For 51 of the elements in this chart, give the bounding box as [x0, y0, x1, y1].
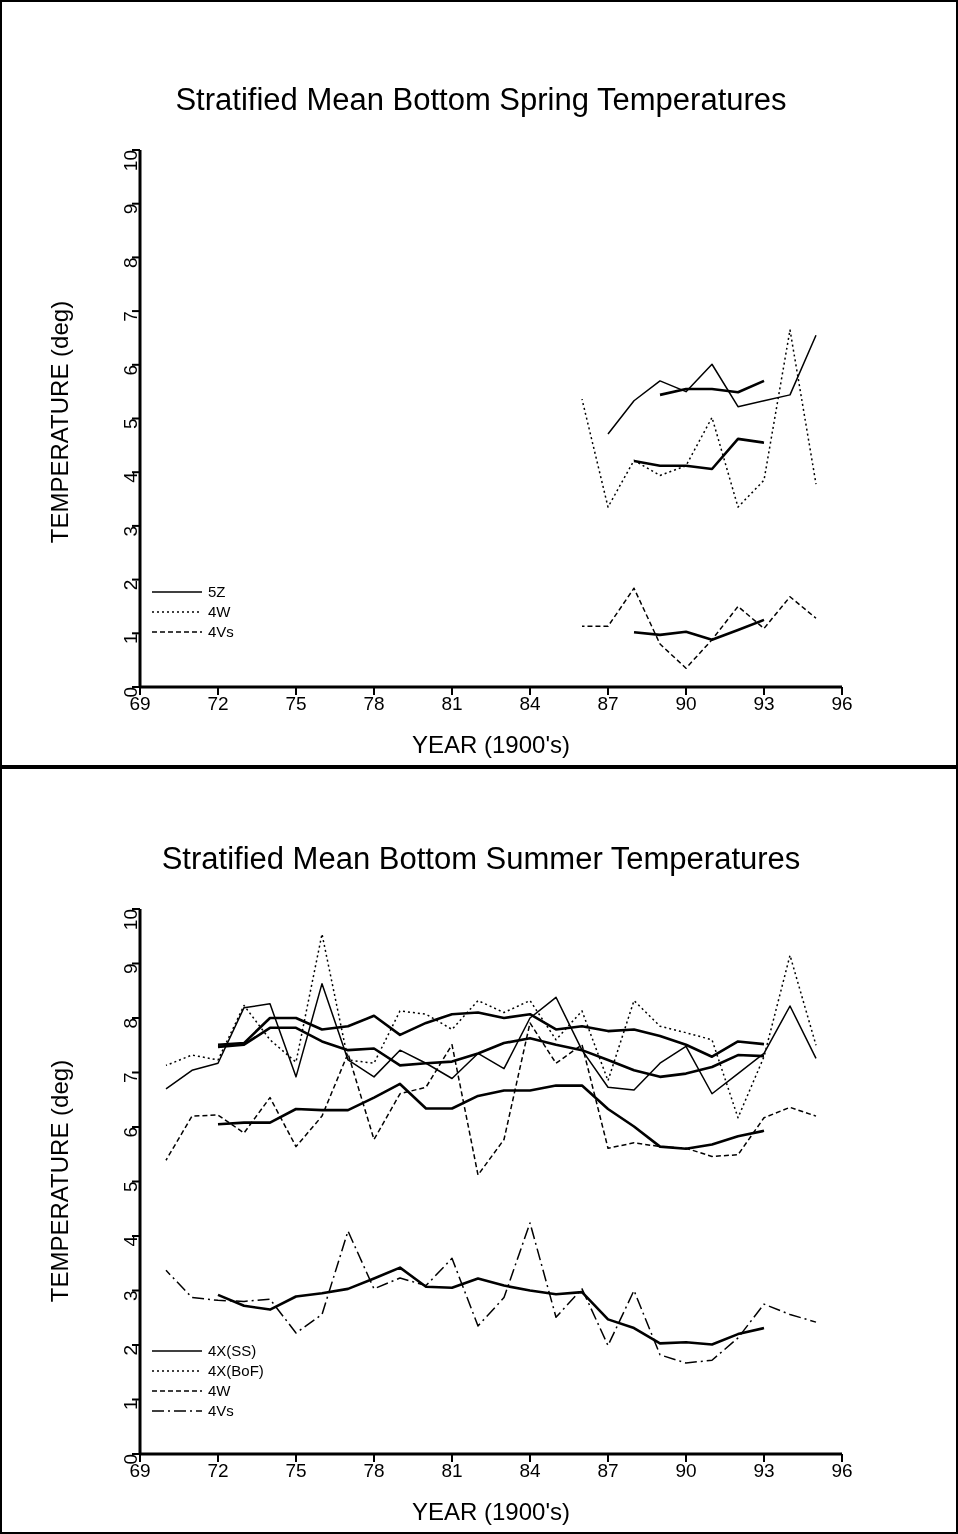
x-tick-label: 96: [831, 693, 853, 715]
y-tick-label: 6: [119, 1127, 141, 1138]
x-tick-label: 84: [519, 1460, 541, 1482]
x-tick-label: 84: [519, 693, 541, 715]
x-axis-title: YEAR (1900's): [412, 1498, 570, 1525]
y-tick-label: 5: [119, 1181, 141, 1193]
legend-label: 4W: [208, 603, 231, 620]
y-tick-label: 6: [119, 364, 141, 376]
x-tick-label: 72: [207, 1460, 229, 1482]
y-tick-label: 1: [119, 633, 141, 644]
x-tick-label: 87: [597, 693, 619, 715]
x-tick-label: 87: [597, 1460, 619, 1482]
x-tick-label: 78: [363, 1460, 385, 1482]
y-tick-label: 7: [119, 1072, 141, 1084]
y-tick-label: 10: [119, 909, 141, 931]
y-tick-label: 4: [119, 1235, 141, 1247]
y-tick-label: 4: [119, 471, 141, 483]
x-tick-label: 81: [441, 1460, 463, 1482]
x-axis-title: YEAR (1900's): [412, 731, 570, 758]
y-tick-label: 3: [119, 1290, 141, 1302]
y-axis-title: TEMPERATURE (deg): [46, 1059, 74, 1303]
y-tick-label: 9: [119, 963, 141, 975]
x-tick-label: 96: [831, 1460, 853, 1482]
y-tick-label: 8: [119, 257, 141, 268]
x-tick-label: 93: [753, 1460, 775, 1482]
chart-title: Stratified Mean Bottom Summer Temperatures: [160, 841, 802, 877]
x-tick-label: 90: [675, 693, 697, 715]
x-tick-label: 90: [675, 1460, 697, 1482]
y-tick-label: 7: [119, 311, 141, 322]
y-tick-label: 3: [119, 525, 141, 537]
legend-label: 4Vs: [208, 1402, 234, 1419]
y-axis-title: TEMPERATURE (deg): [46, 300, 74, 544]
y-tick-label: 10: [119, 150, 141, 172]
x-tick-label: 72: [207, 693, 229, 715]
chart-title: Stratified Mean Bottom Spring Temperatures: [174, 82, 788, 118]
legend-label: 4W: [208, 1382, 231, 1399]
x-tick-label: 75: [285, 1460, 307, 1482]
legend-label: 4Vs: [208, 623, 234, 640]
legend-label: 5Z: [208, 583, 226, 600]
x-tick-label: 75: [285, 693, 307, 715]
y-tick-label: 5: [119, 418, 141, 430]
y-tick-label: 9: [119, 203, 141, 215]
y-tick-label: 1: [119, 1399, 141, 1411]
legend-label: 4X(SS): [208, 1342, 257, 1359]
y-tick-label: 8: [119, 1018, 141, 1029]
y-tick-label: 2: [119, 1345, 141, 1356]
y-tick-label: 2: [119, 579, 141, 591]
x-tick-label: 93: [753, 693, 775, 715]
x-tick-label: 81: [441, 693, 463, 715]
x-tick-label: 78: [363, 693, 385, 715]
legend-label: 4X(BoF): [208, 1362, 264, 1379]
